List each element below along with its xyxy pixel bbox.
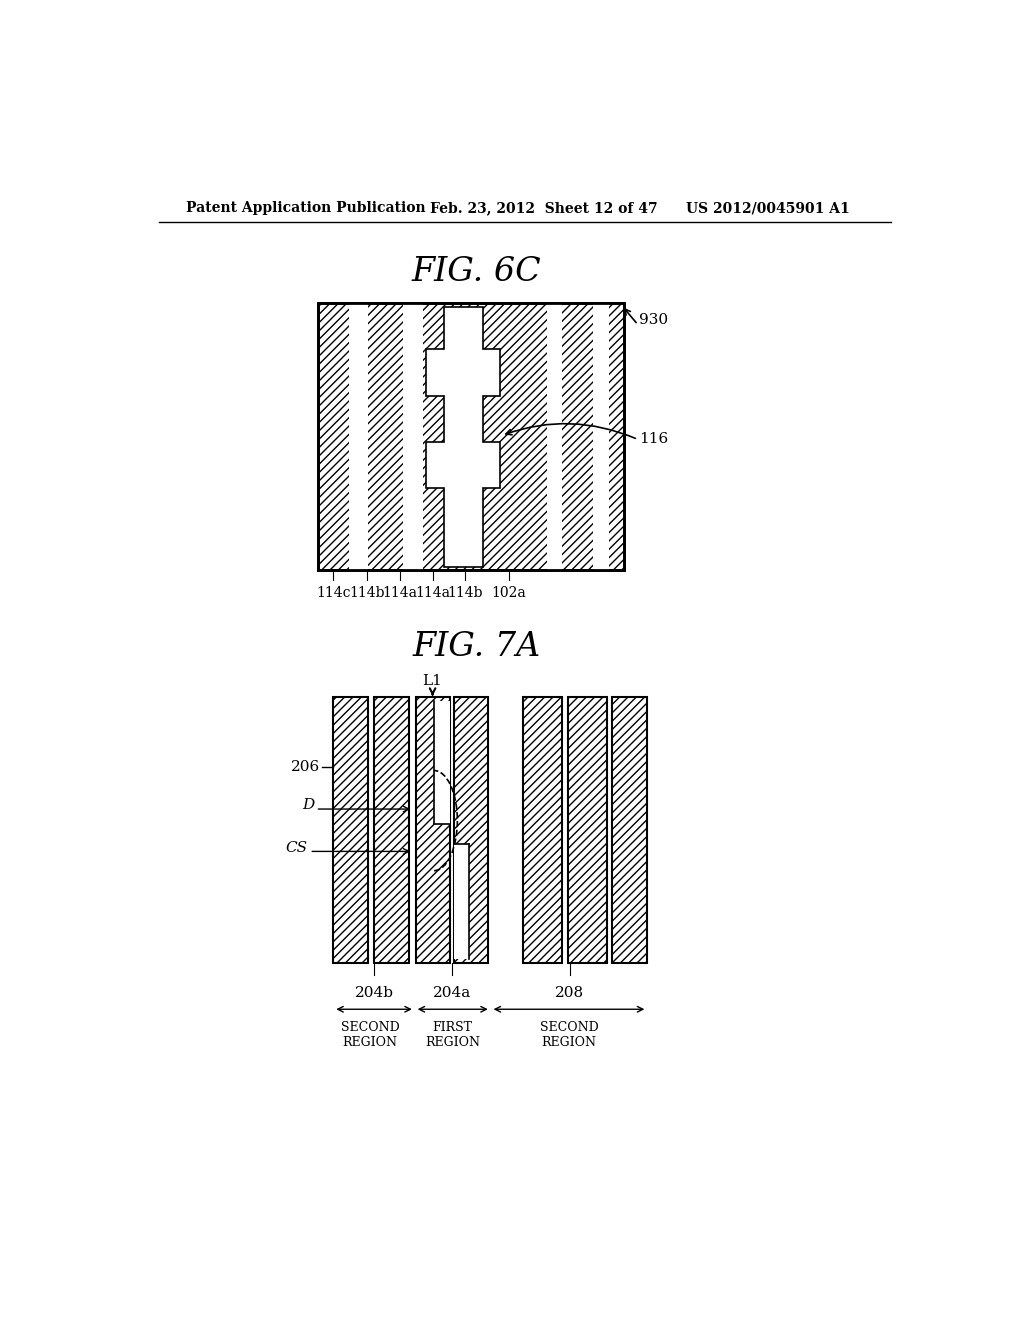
Bar [454, 697, 488, 964]
Text: CS: CS [286, 841, 308, 854]
Text: 206: 206 [291, 760, 321, 774]
Text: 114b: 114b [447, 586, 483, 599]
Bar [417, 697, 450, 964]
Bar [434, 701, 450, 825]
Text: 204b: 204b [355, 986, 394, 1001]
Bar [547, 304, 562, 570]
Text: 114c: 114c [316, 586, 350, 599]
Text: FIG. 7A: FIG. 7A [413, 631, 541, 664]
Text: FIG. 6C: FIG. 6C [412, 256, 542, 288]
Text: 204a: 204a [433, 986, 471, 1001]
Text: 114a: 114a [415, 586, 451, 599]
Text: 930: 930 [640, 313, 669, 327]
Bar [317, 304, 624, 570]
Text: US 2012/0045901 A1: US 2012/0045901 A1 [686, 202, 850, 215]
Text: SECOND
REGION: SECOND REGION [540, 1020, 598, 1049]
Text: 116: 116 [640, 433, 669, 446]
Text: 114b: 114b [349, 586, 384, 599]
Bar [523, 697, 562, 964]
Bar [317, 304, 624, 570]
Bar [334, 697, 369, 964]
Bar [349, 304, 369, 570]
Polygon shape [426, 308, 500, 566]
Text: 102a: 102a [492, 586, 526, 599]
Text: FIRST
REGION: FIRST REGION [425, 1020, 480, 1049]
Text: D: D [302, 799, 314, 812]
Text: SECOND
REGION: SECOND REGION [341, 1020, 399, 1049]
Bar [454, 843, 469, 960]
Text: Patent Application Publication: Patent Application Publication [186, 202, 426, 215]
Text: 114a: 114a [383, 586, 418, 599]
Text: L1: L1 [423, 675, 442, 688]
Bar [568, 697, 607, 964]
Bar [375, 697, 410, 964]
Text: 208: 208 [555, 986, 585, 1001]
Text: Feb. 23, 2012  Sheet 12 of 47: Feb. 23, 2012 Sheet 12 of 47 [430, 202, 657, 215]
Bar [403, 304, 423, 570]
Bar [593, 304, 608, 570]
Bar [612, 697, 647, 964]
